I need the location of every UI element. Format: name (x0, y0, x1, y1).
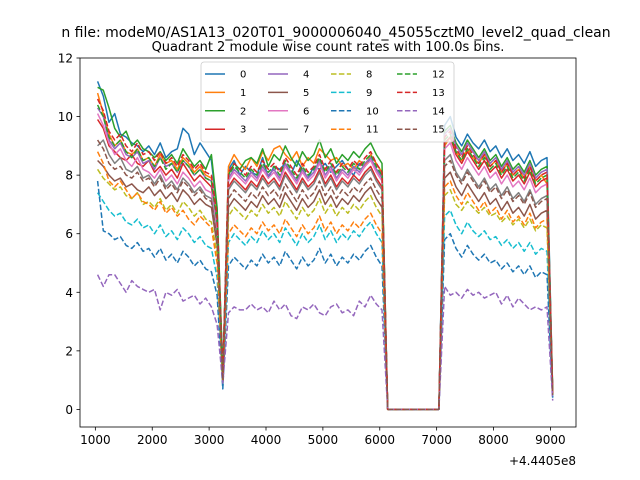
series-layer (96, 81, 554, 411)
x-axis-ticks: 1000 2000 3000 4000 5000 6000 7000 8000 9000 (80, 427, 566, 447)
y-tick-label: 2 (65, 344, 73, 358)
x-tick-label: 3000 (194, 433, 225, 447)
x-tick-label: 9000 (535, 433, 566, 447)
x-tick-label: 2000 (137, 433, 168, 447)
x-tick-label: 6000 (364, 433, 395, 447)
y-tick-label: 6 (65, 227, 73, 241)
legend-label: 7 (303, 125, 309, 136)
chart-title: Quadrant 2 module wise count rates with … (152, 40, 505, 55)
y-axis-ticks: 0 2 4 6 8 10 12 (58, 52, 80, 417)
series-line-2 (97, 86, 554, 411)
x-tick-label: 1000 (80, 433, 111, 447)
legend-label: 10 (366, 106, 379, 117)
series-line-7 (97, 139, 554, 411)
legend-box (200, 61, 455, 143)
legend-label: 5 (303, 88, 309, 99)
legend-label: 13 (432, 88, 445, 99)
x-tick-label: 7000 (421, 433, 452, 447)
series-line-6 (96, 113, 554, 411)
legend-label: 15 (432, 125, 445, 136)
x-axis-offset-text: +4.4405e8 (509, 454, 576, 468)
series-line-0 (96, 81, 554, 411)
legend-label: 9 (366, 88, 372, 99)
legend-label: 4 (303, 70, 309, 81)
y-tick-label: 12 (58, 52, 73, 66)
legend-label: 1 (240, 88, 246, 99)
y-tick-label: 10 (58, 110, 73, 124)
legend-label: 8 (366, 70, 372, 81)
y-tick-label: 8 (65, 169, 73, 183)
y-tick-label: 0 (65, 403, 73, 417)
legend-label: 0 (240, 70, 246, 81)
series-line-13 (96, 98, 554, 411)
x-tick-label: 4000 (251, 433, 282, 447)
axes-frame (79, 57, 577, 428)
x-tick-label: 8000 (478, 433, 509, 447)
legend-label: 11 (366, 125, 379, 136)
plot-area: 1000 2000 3000 4000 5000 6000 7000 8000 9000 0 2 4… (58, 52, 577, 447)
series-line-4 (96, 107, 554, 411)
series-line-5 (97, 159, 554, 411)
x-tick-label: 5000 (308, 433, 339, 447)
legend-label: 6 (303, 106, 309, 117)
legend-label: 14 (432, 106, 445, 117)
series-line-15 (96, 139, 554, 411)
series-line-8 (96, 168, 554, 411)
legend-label: 12 (432, 70, 445, 81)
series-line-9 (96, 192, 554, 411)
y-tick-label: 4 (65, 286, 73, 300)
legend-label: 3 (240, 125, 246, 136)
series-line-1 (96, 92, 554, 411)
legend-label: 2 (240, 106, 246, 117)
series-line-3 (96, 119, 554, 411)
series-line-11 (96, 151, 554, 411)
series-line-12 (96, 104, 554, 411)
figure-suptitle: n file: modeM0/AS1A13_020T01_9000006040_… (61, 25, 610, 41)
series-line-10 (96, 180, 554, 411)
